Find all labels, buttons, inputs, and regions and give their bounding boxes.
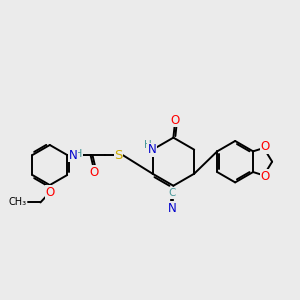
Text: N: N: [68, 148, 77, 161]
Text: N: N: [148, 143, 157, 156]
Text: H: H: [144, 140, 152, 150]
Text: O: O: [89, 166, 98, 178]
Text: O: O: [260, 140, 270, 154]
Text: O: O: [45, 186, 54, 199]
Text: O: O: [170, 114, 179, 127]
Text: H: H: [74, 149, 82, 159]
Text: C: C: [168, 188, 176, 198]
Text: O: O: [260, 170, 270, 183]
Text: N: N: [168, 202, 176, 215]
Text: S: S: [114, 148, 123, 161]
Text: CH₃: CH₃: [8, 197, 26, 207]
